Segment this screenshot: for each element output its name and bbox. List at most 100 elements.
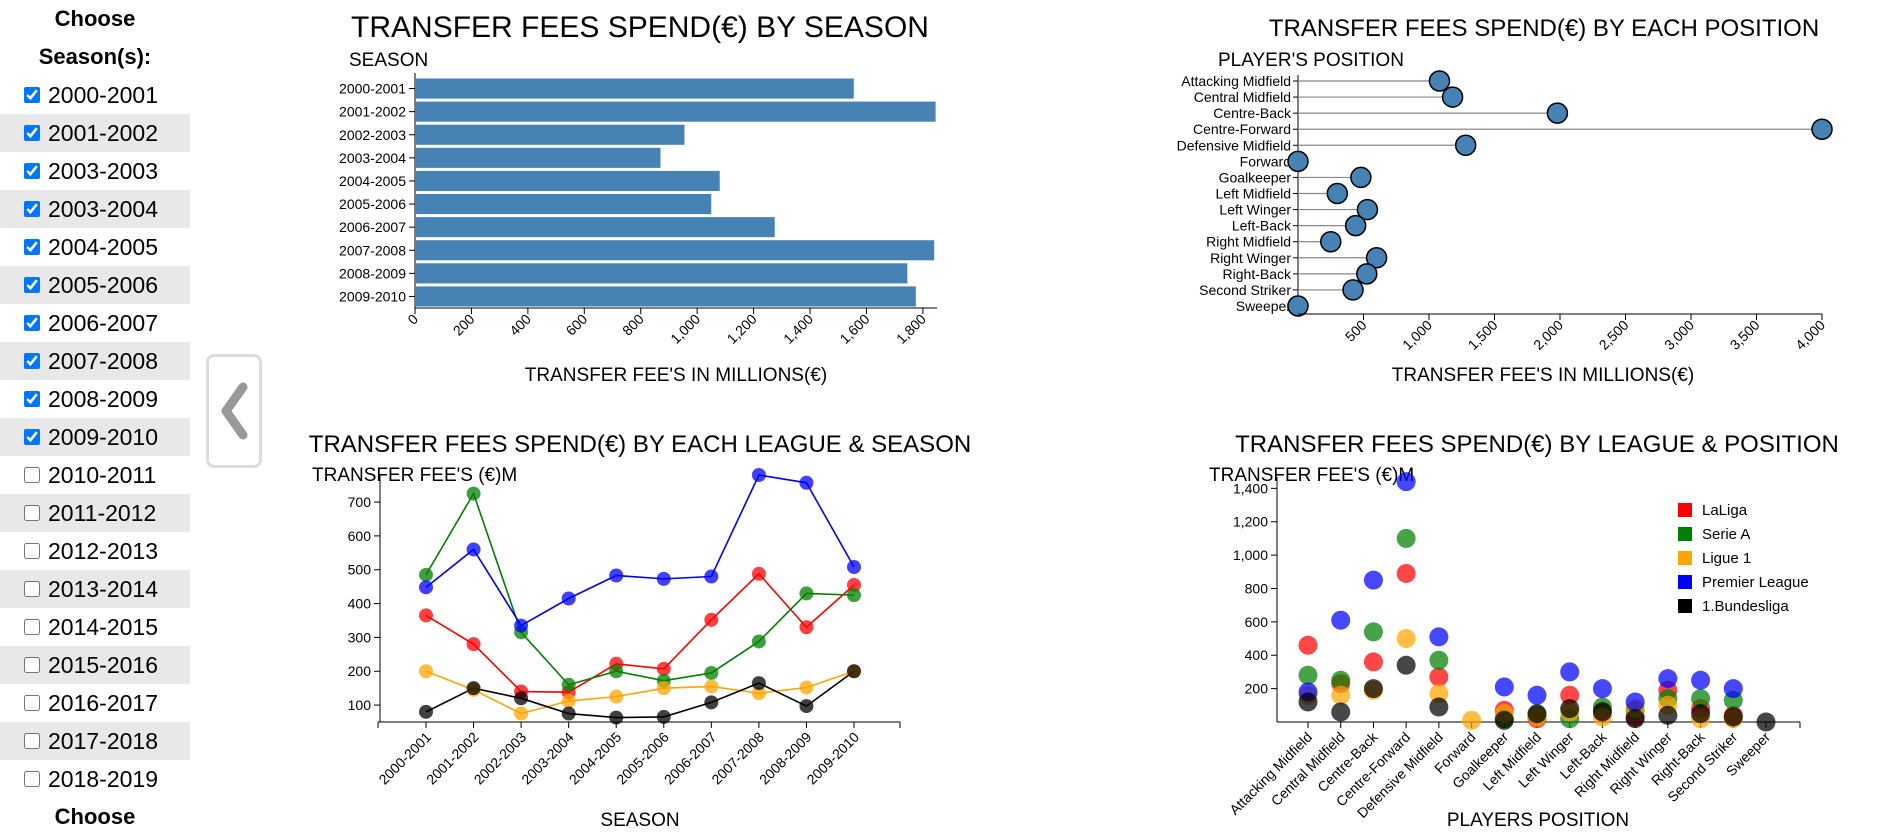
season-option[interactable]: 2001-2002 <box>0 114 190 152</box>
chart-title: TRANSFER FEES SPEND(€) BY SEASON <box>351 11 929 44</box>
x-tick-label: 3,000 <box>1661 317 1697 353</box>
legend-swatch <box>1678 527 1692 541</box>
season-option[interactable]: 2015-2016 <box>0 646 190 684</box>
data-point <box>1560 685 1580 705</box>
season-option[interactable]: 2007-2008 <box>0 342 190 380</box>
y-tick-label: Central Midfield <box>1194 89 1291 105</box>
data-point <box>799 620 814 635</box>
y-tick-label: 2005-2006 <box>339 196 406 212</box>
data-point <box>609 664 624 679</box>
data-point <box>1331 610 1351 630</box>
season-option[interactable]: 2010-2011 <box>0 456 190 494</box>
y-tick-label: 1,000 <box>1233 547 1268 563</box>
data-point <box>1756 712 1776 732</box>
lollipop-point <box>1287 295 1309 317</box>
y-axis-label: PLAYER'S POSITION <box>1218 50 1404 71</box>
season-label: 2007-2008 <box>48 347 158 374</box>
season-label: 2013-2014 <box>48 575 158 602</box>
season-option[interactable]: 2009-2010 <box>0 418 190 456</box>
data-point <box>1298 635 1318 655</box>
season-option[interactable]: 2011-2012 <box>0 494 190 532</box>
season-checkbox[interactable] <box>24 581 40 597</box>
season-option[interactable]: 2017-2018 <box>0 722 190 760</box>
season-checkbox[interactable] <box>24 619 40 635</box>
chart-league-season: TRANSFER FEES SPEND(€) BY EACH LEAGUE & … <box>300 420 980 838</box>
season-label: 2011-2012 <box>48 499 157 526</box>
season-option[interactable]: 2006-2007 <box>0 304 190 342</box>
data-point <box>799 680 814 695</box>
season-checkbox[interactable] <box>24 315 40 331</box>
y-tick-label: 2004-2005 <box>339 173 406 189</box>
bar <box>415 170 720 191</box>
x-axis-label: SEASON <box>600 810 679 831</box>
data-point <box>1527 685 1547 705</box>
season-option[interactable]: 2003-2004 <box>0 190 190 228</box>
season-option[interactable]: 2018-2019 <box>0 760 190 798</box>
season-checkbox[interactable] <box>24 505 40 521</box>
season-option[interactable]: 2013-2014 <box>0 570 190 608</box>
season-option[interactable]: 2003-2003 <box>0 152 190 190</box>
season-checkbox[interactable] <box>24 125 40 141</box>
data-point <box>656 681 671 696</box>
season-label: 2003-2003 <box>48 157 158 184</box>
season-option[interactable]: 2016-2017 <box>0 684 190 722</box>
season-label: 2014-2015 <box>48 613 158 640</box>
season-checkbox[interactable] <box>24 771 40 787</box>
chart-by-season: TRANSFER FEES SPEND(€) BY SEASON SEASON 20… <box>300 0 980 405</box>
season-option[interactable]: 2005-2006 <box>0 266 190 304</box>
season-option[interactable]: 2004-2005 <box>0 228 190 266</box>
lollipop-point <box>1356 263 1378 285</box>
data-point <box>656 709 671 724</box>
data-point <box>1396 655 1416 675</box>
chart-title: TRANSFER FEES SPEND(€) BY EACH LEAGUE & … <box>309 431 971 458</box>
series-line <box>425 474 855 627</box>
season-checkbox[interactable] <box>24 163 40 179</box>
y-tick-label: Right-Back <box>1223 266 1292 282</box>
data-point <box>847 588 861 603</box>
lollipop-point <box>1342 279 1364 301</box>
data-point <box>656 661 671 676</box>
season-option[interactable]: 2000-2001 <box>0 76 190 114</box>
season-checkbox[interactable] <box>24 695 40 711</box>
season-checkbox[interactable] <box>24 391 40 407</box>
data-point <box>1592 702 1612 722</box>
data-point <box>1560 662 1580 682</box>
lollipop-point <box>1344 214 1367 237</box>
y-tick-label: 2002-2003 <box>339 127 406 143</box>
season-checkbox[interactable] <box>24 657 40 673</box>
season-checkbox[interactable] <box>24 429 40 445</box>
data-point <box>561 591 576 606</box>
season-checkbox[interactable] <box>24 201 40 217</box>
season-checkbox[interactable] <box>24 239 40 255</box>
lollipop-point <box>1320 230 1342 253</box>
season-label: 2016-2017 <box>48 689 158 716</box>
data-point <box>419 580 433 595</box>
y-tick-label: 2007-2008 <box>339 242 406 258</box>
y-tick-label: 800 <box>1245 580 1269 596</box>
data-point <box>1658 669 1678 689</box>
season-label: 2005-2006 <box>48 271 158 298</box>
season-option[interactable]: 2008-2009 <box>0 380 190 418</box>
season-option[interactable]: 2014-2015 <box>0 608 190 646</box>
season-sidebar: Choose Season(s): 2000-2001 2001-2002 2003… <box>0 0 190 833</box>
data-point <box>1625 709 1645 729</box>
data-point <box>1658 705 1678 725</box>
season-checkbox[interactable] <box>24 87 40 103</box>
data-point <box>1363 570 1383 590</box>
lollipop-point <box>1454 134 1477 157</box>
season-checkbox[interactable] <box>24 277 40 293</box>
lollipop-point <box>1287 150 1309 173</box>
y-tick-label: Attacking Midfield <box>1181 73 1291 89</box>
y-tick-label: Left-Back <box>1232 218 1292 234</box>
season-option[interactable]: 2012-2013 <box>0 532 190 570</box>
season-checkbox[interactable] <box>24 467 40 483</box>
collapse-sidebar-button[interactable] <box>206 354 262 468</box>
y-tick-label: 400 <box>1245 647 1269 663</box>
bar <box>415 263 908 284</box>
legend-swatch <box>1678 599 1692 613</box>
season-checkbox[interactable] <box>24 353 40 369</box>
data-point <box>1691 689 1711 709</box>
season-checkbox[interactable] <box>24 543 40 559</box>
season-checkbox[interactable] <box>24 733 40 749</box>
data-point <box>466 486 481 501</box>
